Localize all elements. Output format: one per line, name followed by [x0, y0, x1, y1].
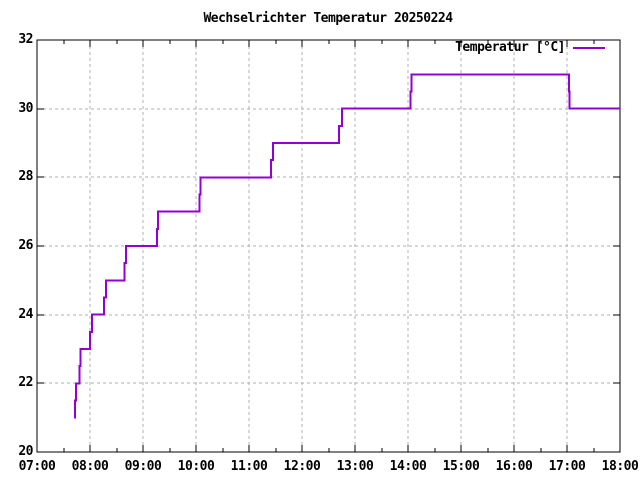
- chart-title: Wechselrichter Temperatur 20250224: [203, 11, 453, 26]
- x-tick-label-15:00: 15:00: [442, 459, 480, 474]
- x-tick-label-16:00: 16:00: [495, 459, 533, 474]
- legend-label: Temperatur [°C]: [455, 40, 565, 55]
- legend: Temperatur [°C]: [455, 40, 605, 55]
- plot-border: [36, 39, 621, 453]
- x-tick-label-10:00: 10:00: [177, 459, 215, 474]
- y-tick-label-24: 24: [18, 307, 33, 322]
- y-tick-label-32: 32: [18, 32, 33, 47]
- y-tick-label-28: 28: [18, 169, 33, 184]
- x-tick-label-11:00: 11:00: [230, 459, 268, 474]
- x-tick-label-07:00: 07:00: [18, 459, 56, 474]
- series-line-Temperatur [°C]: [74, 73, 620, 419]
- y-tick-label-22: 22: [18, 375, 33, 390]
- x-tick-label-08:00: 08:00: [71, 459, 109, 474]
- x-tick-label-13:00: 13:00: [336, 459, 374, 474]
- x-tick-label-14:00: 14:00: [389, 459, 427, 474]
- x-tick-label-17:00: 17:00: [548, 459, 586, 474]
- legend-line-sample-icon: [573, 46, 605, 49]
- y-tick-label-30: 30: [18, 101, 33, 116]
- x-tick-label-09:00: 09:00: [124, 459, 162, 474]
- x-tick-label-18:00: 18:00: [601, 459, 639, 474]
- x-tick-label-12:00: 12:00: [283, 459, 321, 474]
- y-tick-label-26: 26: [18, 238, 33, 253]
- y-tick-label-20: 20: [18, 444, 33, 459]
